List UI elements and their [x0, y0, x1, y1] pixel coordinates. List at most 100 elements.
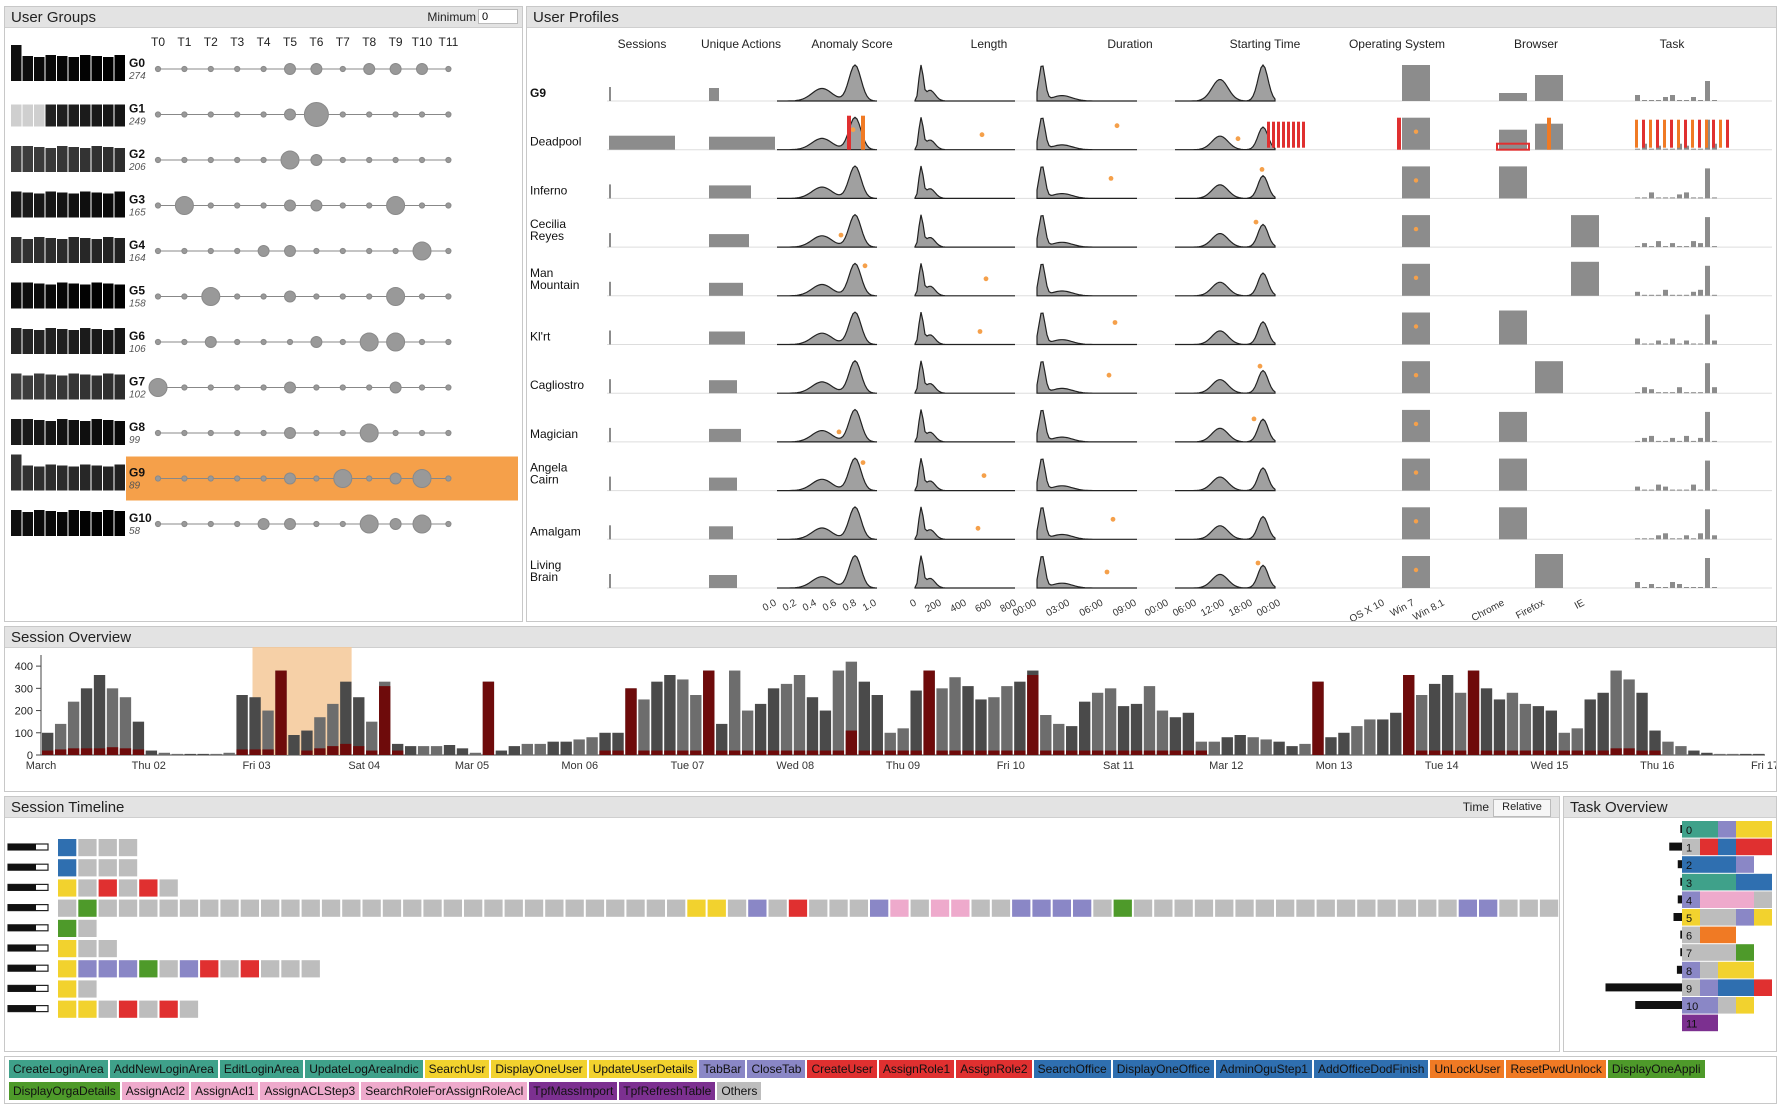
- timeline-cell: [139, 899, 158, 917]
- profile-highlight-dot: [1413, 178, 1419, 183]
- timeline-cell: [78, 940, 97, 958]
- legend-item[interactable]: CloseTab: [747, 1060, 806, 1078]
- group-circle: [181, 65, 188, 73]
- column-label-T8: T8: [362, 35, 376, 49]
- group-circle: [339, 247, 346, 255]
- legend-item[interactable]: TpfMassImport: [529, 1082, 618, 1100]
- legend-item[interactable]: CreateLoginArea: [9, 1060, 108, 1078]
- profile-highlight-dot: [977, 329, 983, 334]
- legend-item[interactable]: DisplayOneOffice: [1112, 1060, 1214, 1078]
- session-bar-anomalous: [1558, 750, 1570, 755]
- legend-item[interactable]: DisplayOneUser: [491, 1060, 587, 1078]
- group-bar: [22, 146, 33, 172]
- task-bar: [1635, 392, 1640, 394]
- task-bar: [1649, 489, 1654, 491]
- legend-item[interactable]: AssignRole2: [956, 1060, 1032, 1078]
- task-bar: [1642, 100, 1647, 101]
- session-bar-anomalous: [1001, 750, 1013, 755]
- group-bar: [103, 237, 114, 263]
- session-bar-anomalous: [1091, 750, 1104, 755]
- legend-item[interactable]: AssignACLStep3: [260, 1082, 360, 1100]
- group-circle: [313, 293, 320, 300]
- task-bar: [1677, 294, 1682, 296]
- profile-row-label: Reyes: [530, 229, 564, 243]
- user-bar-fill: [8, 904, 36, 911]
- timeline-cell: [200, 899, 219, 917]
- legend-item[interactable]: EditLoginArea: [219, 1060, 304, 1078]
- session-bar: [1221, 737, 1233, 755]
- sessions-bar: [609, 87, 611, 101]
- task-overview-chart: 0 1 2 3 4 5 6 7 8 9 10 11: [1605, 821, 1772, 1032]
- group-circle: [392, 111, 399, 118]
- group-circle: [207, 156, 214, 164]
- density-curve: [1175, 418, 1276, 443]
- task-bar: [1663, 392, 1668, 394]
- legend-item[interactable]: TpfRefreshTable: [619, 1082, 716, 1100]
- session-bar-anomalous: [67, 748, 80, 755]
- group-bar: [103, 330, 114, 354]
- user-profiles-panel: User Profiles Sessions Unique Actions Anom…: [526, 6, 1777, 622]
- legend-item[interactable]: AddNewLoginArea: [109, 1060, 218, 1078]
- profile-axis-tick: 00:00: [1143, 597, 1171, 619]
- unique-actions-bar: [709, 185, 751, 199]
- timeline-cell: [443, 899, 462, 917]
- legend-item[interactable]: DisplayOrgaDetails: [9, 1082, 120, 1100]
- group-circle: [181, 520, 188, 528]
- legend-item[interactable]: AdminOguStep1: [1215, 1060, 1312, 1078]
- x-tick-label: Wed 08: [776, 760, 814, 772]
- session-bar: [819, 710, 832, 755]
- y-tick-label: 200: [15, 706, 33, 718]
- group-bar: [45, 328, 56, 354]
- browser-bar: [1535, 554, 1563, 588]
- x-tick-label: Sat 11: [1103, 760, 1134, 772]
- profile-highlight-dot: [850, 127, 856, 133]
- session-overview-chart[interactable]: 0 100 200 300 400 March Thu 02 Fri 03 Sat 04 Mar …: [5, 647, 1776, 791]
- legend-item[interactable]: SearchRoleForAssignRoleAcl: [361, 1082, 528, 1100]
- legend-item[interactable]: SearchOffice: [1033, 1060, 1111, 1078]
- task-segment: [1700, 909, 1718, 926]
- group-bar: [91, 419, 102, 445]
- session-bar-anomalous: [1584, 750, 1596, 755]
- timeline-cell: [78, 879, 97, 897]
- legend-item[interactable]: AssignAcl1: [191, 1082, 259, 1100]
- group-bar: [34, 193, 45, 218]
- legend-item[interactable]: ResetPwdUnlock: [1506, 1060, 1606, 1078]
- deadpool-task-marker: [1712, 119, 1715, 148]
- group-circle: [234, 293, 241, 300]
- group-bar: [68, 466, 79, 491]
- minimum-input[interactable]: [478, 9, 518, 24]
- task-bar: [1642, 294, 1647, 296]
- legend-item[interactable]: SearchUsr: [424, 1060, 490, 1078]
- x-tick-label: Thu 02: [132, 760, 166, 772]
- legend-item[interactable]: AddOfficeDodFinish: [1313, 1060, 1429, 1078]
- task-bar: [1649, 538, 1654, 540]
- profile-highlight-dot: [836, 429, 842, 435]
- unique-actions-bar: [709, 234, 749, 248]
- task-usage-bar: [1677, 895, 1682, 904]
- legend-item[interactable]: TabBar: [699, 1060, 746, 1078]
- legend-item[interactable]: AssignAcl2: [121, 1082, 190, 1100]
- sessions-bar: [609, 379, 611, 394]
- task-overview-panel: Task Overview 0 1 2 3 4 5 6 7 8 9 10 11: [1563, 796, 1777, 1052]
- x-tick-label: Mon 13: [1316, 760, 1353, 772]
- task-segment: [1700, 944, 1718, 961]
- legend-item[interactable]: CreateUser: [807, 1060, 877, 1078]
- legend-item[interactable]: UpdateLogAreaIndic: [305, 1060, 423, 1078]
- density-curve: [1175, 467, 1276, 492]
- relative-time-toggle[interactable]: Relative: [1493, 799, 1551, 817]
- legend-item[interactable]: DisplayOneAppli: [1607, 1060, 1705, 1078]
- x-tick-label: Mon 06: [561, 760, 598, 772]
- session-bar-anomalous: [249, 749, 261, 755]
- task-usage-bar: [1676, 965, 1682, 974]
- deadpool-time-marker: [1297, 121, 1300, 148]
- legend-item[interactable]: UpdateUserDetails: [588, 1060, 698, 1078]
- group-circle: [181, 247, 188, 255]
- timeline-cell: [98, 859, 117, 877]
- legend-item[interactable]: AssignRole1: [878, 1060, 955, 1078]
- profile-highlight-dot: [860, 460, 866, 465]
- session-bar: [910, 690, 922, 755]
- session-bar-anomalous: [780, 750, 793, 755]
- legend-item[interactable]: Others: [717, 1082, 762, 1100]
- unique-actions-bar: [709, 282, 743, 296]
- legend-item[interactable]: UnLockUser: [1430, 1060, 1505, 1078]
